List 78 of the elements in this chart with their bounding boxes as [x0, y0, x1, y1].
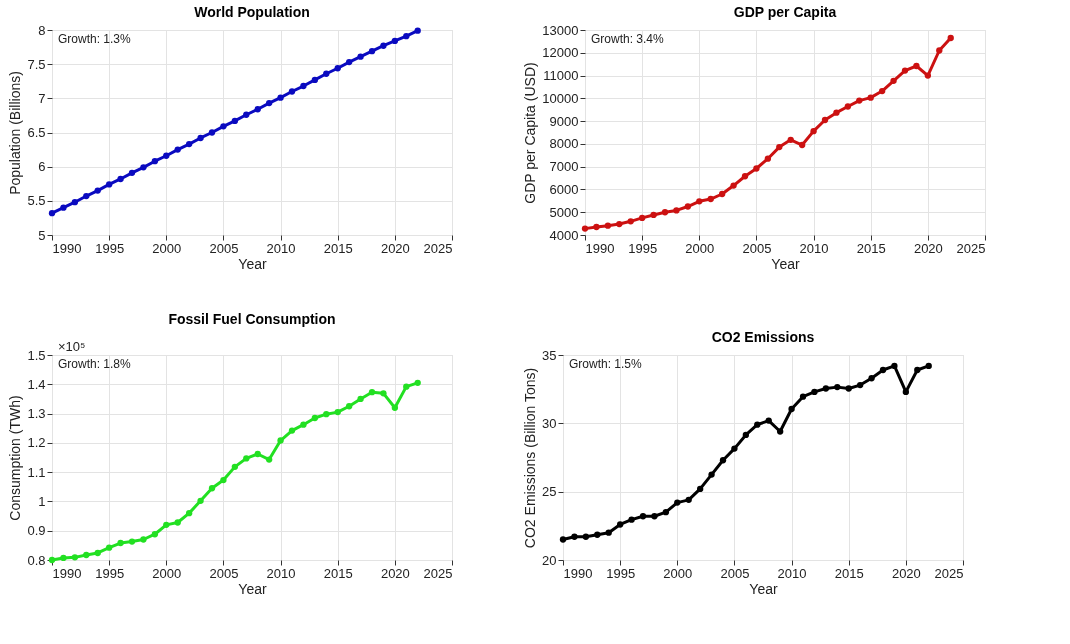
- x-tick-label: 2000: [152, 565, 182, 581]
- x-tick-label: 1990: [585, 240, 615, 256]
- y-axis-title: Population (Billions): [7, 71, 24, 195]
- y-tick-label: 5: [38, 227, 46, 243]
- y-tick-label: 1.1: [27, 464, 46, 480]
- x-tick-label: 2015: [323, 565, 353, 581]
- x-tick-label: 1990: [563, 565, 593, 581]
- x-tick-label: 2025: [934, 565, 964, 581]
- x-tick-label: 2025: [956, 240, 986, 256]
- x-axis-title: Year: [238, 580, 267, 597]
- y-tick-label: 1.2: [27, 435, 46, 451]
- y-tick-label: 9000: [549, 113, 579, 129]
- x-tick-label: 2005: [742, 240, 772, 256]
- y-tick-label: 0.9: [27, 523, 46, 539]
- y-tick-label: 30: [542, 415, 557, 431]
- x-tick-label: 1995: [628, 240, 658, 256]
- annotation: Growth: 1.3%: [58, 32, 132, 46]
- x-axis-title: Year: [771, 255, 800, 272]
- y-axis-title: CO2 Emissions (Billion Tons): [522, 367, 539, 549]
- x-tick-label: 2005: [209, 565, 239, 581]
- x-tick-label: 2005: [209, 240, 239, 256]
- y-tick-label: 4000: [549, 227, 579, 243]
- y-tick-label: 6: [38, 159, 46, 175]
- y-tick-label: 5000: [549, 204, 579, 220]
- y-tick-label: 25: [542, 484, 557, 500]
- x-tick-label: 2000: [663, 565, 693, 581]
- x-tick-label: 2010: [799, 240, 829, 256]
- y-tick-label: 7000: [549, 159, 579, 175]
- y-tick-label: 1.4: [27, 376, 46, 392]
- chart-title: World Population: [194, 4, 310, 20]
- y-tick-label: 0.8: [27, 552, 46, 568]
- y-axis-title: Consumption (TWh): [7, 395, 24, 521]
- y-tick-label: 1.3: [27, 406, 46, 422]
- x-tick-label: 2005: [720, 565, 750, 581]
- x-tick-label: 1990: [52, 240, 82, 256]
- x-tick-label: 1995: [95, 565, 125, 581]
- x-tick-label: 2010: [266, 565, 296, 581]
- x-tick-label: 2015: [856, 240, 886, 256]
- x-tick-label: 2020: [380, 565, 410, 581]
- x-tick-label: 2015: [323, 240, 353, 256]
- y-tick-label: 13000: [542, 22, 579, 38]
- x-tick-label: 2010: [266, 240, 296, 256]
- y-tick-label: 35: [542, 347, 557, 363]
- y-axis-title: GDP per Capita (USD): [522, 62, 539, 204]
- y-tick-label: 5.5: [27, 193, 46, 209]
- x-tick-label: 2000: [685, 240, 715, 256]
- annotation: Growth: 1.5%: [569, 357, 643, 371]
- x-tick-label: 1990: [52, 565, 82, 581]
- y-tick-label: 7: [38, 90, 46, 106]
- y-tick-label: 8: [38, 22, 46, 38]
- x-tick-label: 2000: [152, 240, 182, 256]
- x-tick-label: 2020: [380, 240, 410, 256]
- x-tick-label: 1995: [606, 565, 636, 581]
- x-tick-label: 2020: [891, 565, 921, 581]
- y-tick-label: 20: [542, 552, 557, 568]
- y-tick-label: 1.5: [27, 347, 46, 363]
- y-tick-label: 10000: [542, 90, 579, 106]
- x-tick-label: 2020: [913, 240, 943, 256]
- annotation: Growth: 1.8%: [58, 357, 132, 371]
- chart-title: CO2 Emissions: [711, 329, 815, 345]
- x-axis-title: Year: [238, 255, 267, 272]
- chart-title: GDP per Capita: [733, 4, 837, 20]
- x-axis-title: Year: [749, 580, 778, 597]
- chart-title: Fossil Fuel Consumption: [168, 311, 336, 327]
- x-tick-label: 2010: [777, 565, 807, 581]
- x-tick-label: 1995: [95, 240, 125, 256]
- y-tick-label: 1: [38, 493, 46, 509]
- y-tick-label: 6.5: [27, 125, 46, 140]
- y-tick-label: 7.5: [27, 56, 46, 72]
- y-tick-label: 8000: [549, 136, 579, 152]
- text: ×10⁵: [58, 339, 86, 354]
- x-tick-label: 2025: [423, 565, 453, 581]
- y-tick-label: 6000: [549, 181, 579, 197]
- x-tick-label: 2015: [834, 565, 864, 581]
- annotation: Growth: 3.4%: [591, 32, 665, 46]
- y-tick-label: 11000: [543, 68, 579, 84]
- x-tick-label: 2025: [423, 240, 453, 256]
- y-tick-label: 12000: [542, 45, 579, 61]
